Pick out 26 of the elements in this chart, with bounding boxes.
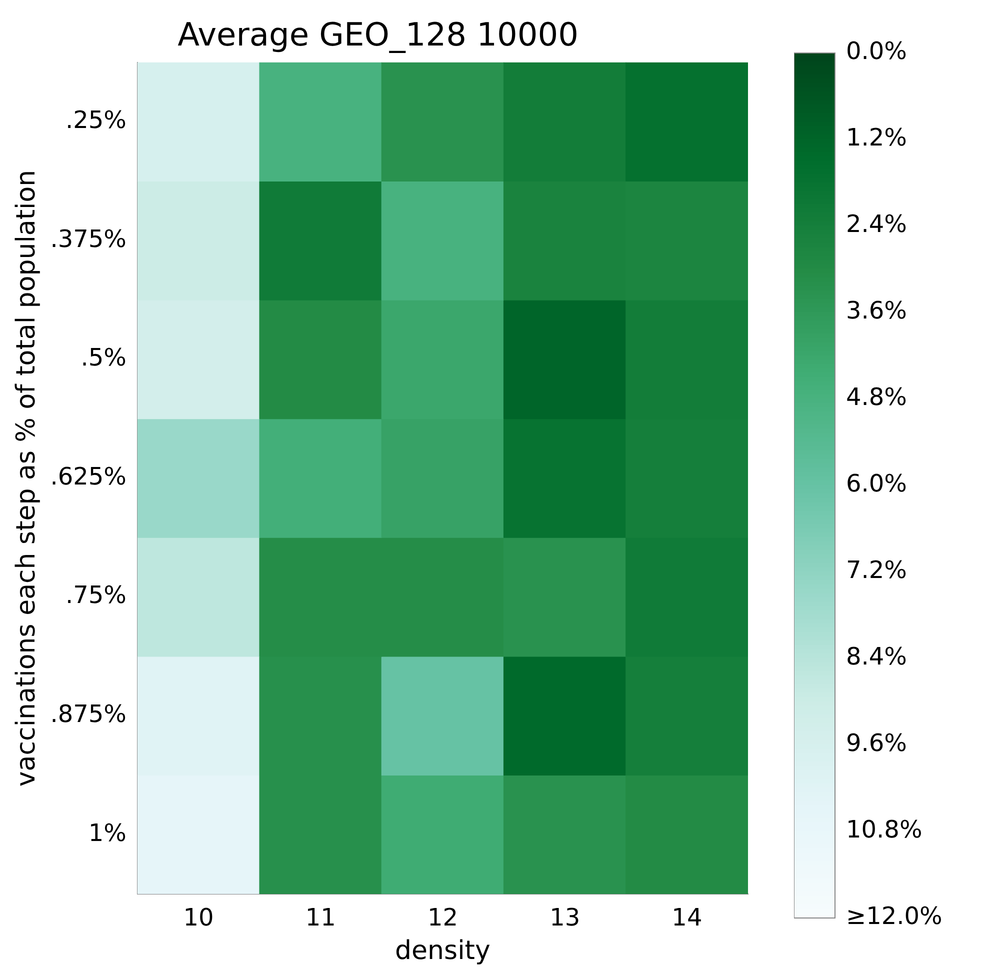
y-tick-label: .875%: [50, 700, 126, 728]
y-tick-label: .375%: [50, 224, 126, 253]
color-bar-label: 8.4%: [846, 642, 907, 671]
y-axis-title: vaccinations each step as % of total population: [11, 170, 42, 787]
y-tick-label: .25%: [65, 106, 126, 134]
x-tick-label: 11: [305, 904, 336, 932]
color-bar-label: 6.0%: [846, 470, 907, 498]
y-tick-label: .5%: [80, 344, 126, 372]
y-tick-label: 1%: [88, 818, 126, 847]
x-tick-label: 10: [183, 904, 214, 932]
color-bar-label: 7.2%: [846, 556, 907, 584]
color-bar-label: 0.0%: [846, 37, 907, 66]
color-bar-label: ≥12.0%: [846, 902, 942, 930]
x-axis-title: density: [395, 936, 490, 966]
chart-title: Average GEO_128 10000: [178, 16, 578, 54]
y-tick-label: .75%: [65, 581, 126, 610]
x-tick-label: 14: [672, 904, 702, 932]
color-bar-label: 9.6%: [846, 729, 907, 758]
color-bar-label: 10.8%: [846, 816, 922, 844]
x-tick-label: 13: [550, 904, 580, 932]
color-bar-label: 2.4%: [846, 210, 907, 238]
color-bar-label: 4.8%: [846, 383, 907, 412]
x-tick-label: 12: [427, 904, 458, 932]
y-tick-label: .625%: [50, 462, 126, 490]
color-bar-label: 3.6%: [846, 296, 907, 325]
color-bar-label: 1.2%: [846, 124, 907, 152]
